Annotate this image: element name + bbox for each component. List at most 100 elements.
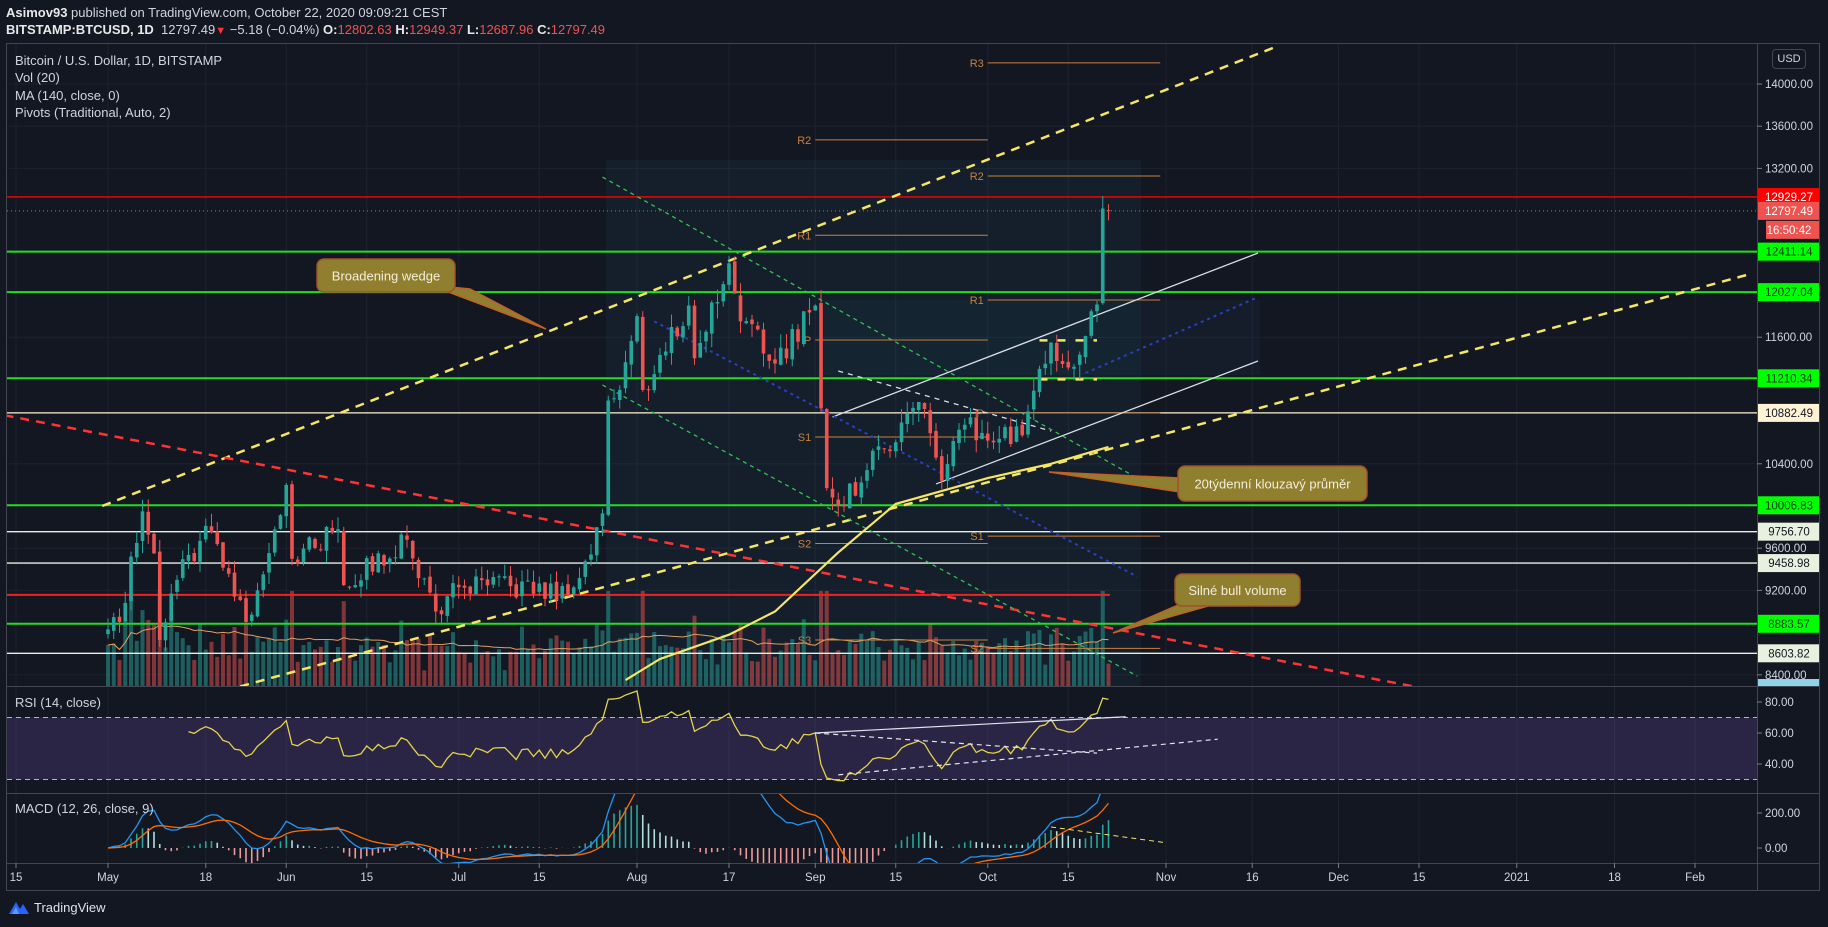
candle[interactable] [531,570,536,599]
candle[interactable] [399,532,404,560]
candle[interactable] [445,595,450,623]
candle[interactable] [290,480,294,566]
candle[interactable] [727,255,731,291]
candle[interactable] [675,325,680,341]
candle[interactable] [750,314,754,337]
legend-pivots[interactable]: Pivots (Traditional, Auto, 2) [15,104,171,120]
candle[interactable] [934,422,938,461]
callout-annotation[interactable]: Silné bull volume [1112,573,1301,634]
candle[interactable] [255,582,260,618]
candle[interactable] [301,543,306,566]
candle[interactable] [566,574,570,597]
callout-annotation[interactable]: 20týdenní klouzavý průměr [1048,465,1368,502]
candle[interactable] [479,566,484,590]
candle[interactable] [715,289,720,319]
candle[interactable] [928,402,933,447]
candle[interactable] [721,281,726,307]
candle[interactable] [916,401,921,422]
candle[interactable] [548,574,553,603]
candle[interactable] [198,530,202,572]
candle[interactable] [433,584,438,623]
candle[interactable] [899,409,904,452]
candle[interactable] [847,482,852,509]
candle[interactable] [594,526,599,564]
candle[interactable] [428,565,432,595]
candle[interactable] [359,574,363,598]
candle[interactable] [146,499,151,544]
trendline[interactable] [101,45,1276,508]
candle[interactable] [341,526,346,587]
candle[interactable] [1008,417,1013,448]
candle[interactable] [882,447,887,454]
candle[interactable] [663,341,668,360]
candle[interactable] [180,550,185,581]
candle[interactable] [209,513,214,534]
candle[interactable] [842,496,846,512]
candle[interactable] [761,322,766,367]
candle[interactable] [1014,418,1019,443]
candle[interactable] [451,574,455,609]
candle[interactable] [709,300,714,348]
candle[interactable] [364,555,369,590]
candle[interactable] [600,508,605,537]
candle[interactable] [502,564,507,580]
candle[interactable] [405,525,409,548]
candle[interactable] [134,531,139,565]
candle[interactable] [997,426,1002,454]
candle[interactable] [330,520,335,535]
candle[interactable] [991,431,996,450]
trendline[interactable] [602,384,1138,677]
candle[interactable] [865,463,869,489]
legend-ma[interactable]: MA (140, close, 0) [15,87,120,103]
candle[interactable] [439,606,444,624]
candle[interactable] [157,539,162,647]
candle[interactable] [1054,334,1059,372]
candle[interactable] [244,590,248,624]
candle[interactable] [888,445,892,458]
macd-trendline[interactable] [1050,826,1167,844]
candle[interactable] [635,313,639,344]
candle[interactable] [382,553,386,574]
candle[interactable] [123,591,128,626]
candle[interactable] [1100,196,1105,305]
candle[interactable] [1106,204,1111,221]
candle[interactable] [755,321,760,331]
candle[interactable] [922,402,927,419]
candle[interactable] [1066,350,1071,370]
candle[interactable] [796,324,800,350]
candle[interactable] [186,543,191,569]
candle[interactable] [698,330,703,358]
candle[interactable] [773,348,777,374]
rsi-trendline[interactable] [815,716,1126,734]
candle[interactable] [813,304,818,311]
candle[interactable] [117,608,122,633]
candle[interactable] [140,499,145,554]
candle[interactable] [824,407,829,491]
candle[interactable] [606,395,611,517]
candle[interactable] [192,548,197,565]
candle[interactable] [278,513,283,530]
candle[interactable] [284,482,289,528]
candle[interactable] [318,543,323,552]
currency-button[interactable]: USD [1772,49,1806,69]
candle[interactable] [514,577,519,600]
candle[interactable] [1031,377,1036,421]
candle[interactable] [617,385,622,409]
candle[interactable] [163,618,168,652]
candle[interactable] [681,321,685,343]
candle[interactable] [951,436,956,472]
candle[interactable] [1037,365,1042,398]
candle[interactable] [1026,404,1030,438]
candle[interactable] [830,477,835,510]
candle[interactable] [652,365,657,393]
candle[interactable] [387,556,392,573]
candle[interactable] [543,582,547,607]
candle[interactable] [577,567,582,593]
candle[interactable] [962,418,967,443]
candle[interactable] [347,585,352,590]
candle[interactable] [474,568,478,595]
candle[interactable] [456,576,461,599]
candle[interactable] [226,560,231,578]
rsi-trendline[interactable] [815,732,1098,754]
